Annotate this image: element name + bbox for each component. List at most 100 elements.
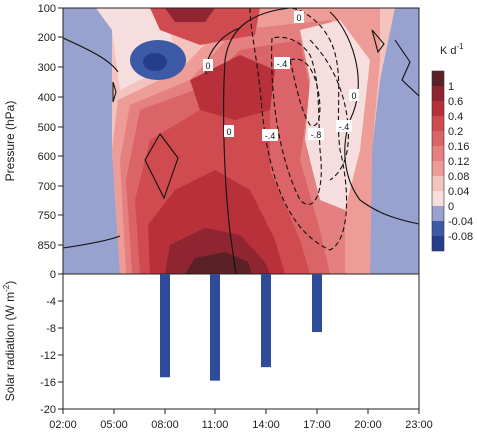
colorbar-tick-label: 0.04 bbox=[448, 186, 469, 198]
contour-label-text: 0 bbox=[226, 127, 231, 137]
pressure-tick-label: 850 bbox=[38, 240, 56, 252]
contour-label-text: -.4 bbox=[277, 59, 288, 69]
time-tick: 11:00 bbox=[202, 409, 229, 431]
time-tick-label: 14:00 bbox=[252, 419, 280, 431]
contour-zero-small bbox=[112, 81, 117, 103]
time-tick: 23:00 bbox=[405, 409, 433, 431]
solar-tick: -4 bbox=[46, 296, 63, 308]
contour-zero-main bbox=[223, 8, 291, 274]
solar-bar bbox=[312, 274, 322, 333]
solar-axis-label-main: Solar radiation (W m bbox=[3, 292, 17, 401]
colorbar-swatch bbox=[432, 191, 444, 206]
pressure-tick: 850 bbox=[38, 240, 63, 252]
contour-labels: 0 0 0 -.4 -.4 -.8 bbox=[203, 11, 359, 141]
colorbar-swatch bbox=[432, 221, 444, 236]
time-tick-label: 11:00 bbox=[202, 419, 229, 431]
pressure-tick: 200 bbox=[38, 32, 63, 44]
colorbar-tick-label: 0.6 bbox=[448, 96, 463, 108]
colorbar-frame bbox=[431, 70, 445, 252]
colorbar-tick-label: -0.08 bbox=[448, 231, 473, 243]
colorbar-swatch bbox=[432, 71, 444, 86]
contour-label: -.8 bbox=[308, 128, 324, 140]
pressure-tick: 700 bbox=[38, 181, 63, 193]
time-tick: 05:00 bbox=[100, 409, 128, 431]
solar-tick-label: -8 bbox=[46, 323, 56, 335]
pressure-tick-label: 100 bbox=[38, 3, 56, 15]
solar-panel-frame bbox=[62, 273, 420, 410]
contour-label-text: 0 bbox=[351, 91, 356, 101]
solar-tick-label: -20 bbox=[40, 404, 56, 416]
contour-label: 0 bbox=[224, 125, 234, 137]
contour-label-text: 0 bbox=[296, 13, 301, 23]
pressure-tick-label: 400 bbox=[38, 92, 56, 104]
pressure-tick: 500 bbox=[38, 122, 63, 134]
field-negative-right bbox=[370, 8, 419, 274]
heating-panel: 0 0 0 -.4 -.4 -.8 bbox=[63, 8, 419, 274]
time-tick-label: 02:00 bbox=[49, 419, 77, 431]
solar-bar bbox=[261, 274, 271, 368]
contour-label: -.4 bbox=[262, 129, 278, 141]
pressure-tick: 600 bbox=[38, 151, 63, 163]
time-tick: 17:00 bbox=[303, 409, 331, 431]
colorbar-tick-label: -0.04 bbox=[448, 216, 473, 228]
contour-zero-bottom-left bbox=[63, 235, 121, 249]
pressure-tick: 400 bbox=[38, 92, 63, 104]
colorbar-swatch bbox=[432, 176, 444, 191]
pressure-tick-label: 750 bbox=[38, 210, 56, 222]
contour-label: 0 bbox=[294, 11, 304, 23]
colorbar-unit: K d-1 bbox=[440, 42, 464, 57]
pressure-axis: 100 200 300 400 500 600 700 750 850 0 bbox=[38, 3, 63, 281]
colorbar: K d-1 1 0.6 0.4 0.2 0.16 0.12 0.08 0.04 0 -0.04 -0… bbox=[431, 42, 473, 252]
time-tick-label: 23:00 bbox=[405, 419, 433, 431]
solar-tick-label: -16 bbox=[40, 377, 56, 389]
contour-label: 0 bbox=[349, 89, 359, 101]
colorbar-ticks: 1 0.6 0.4 0.2 0.16 0.12 0.08 0.04 0 -0.04 -0.08 bbox=[448, 81, 473, 243]
contour-neg-04-right bbox=[309, 39, 349, 181]
contour-neg-04-outer bbox=[249, 8, 348, 251]
time-tick-label: 05:00 bbox=[100, 419, 128, 431]
solar-axis: -4 -8 -12 -16 -20 bbox=[40, 296, 63, 416]
pressure-axis-label: Pressure (hPa) bbox=[3, 101, 17, 182]
solar-bars bbox=[160, 274, 322, 381]
colorbar-tick-label: 0.08 bbox=[448, 171, 469, 183]
contour-neg-04-inner bbox=[271, 36, 322, 205]
contour-label-text: 0 bbox=[205, 61, 210, 71]
contour-neg-08 bbox=[289, 58, 321, 127]
solar-tick-label: -12 bbox=[40, 350, 56, 362]
contour-zero-right-zig bbox=[394, 39, 419, 97]
contour-zero-right bbox=[329, 11, 419, 225]
pressure-tick-label: 600 bbox=[38, 151, 56, 163]
solar-tick: -8 bbox=[46, 323, 63, 335]
field-upper-core bbox=[165, 8, 215, 22]
colorbar-tick-label: 0.2 bbox=[448, 126, 463, 138]
pressure-tick: 750 bbox=[38, 210, 63, 222]
colorbar-tick-label: 0.16 bbox=[448, 141, 469, 153]
time-tick: 20:00 bbox=[354, 409, 382, 431]
colorbar-unit-main: K d bbox=[440, 45, 457, 57]
contour-label: -.4 bbox=[336, 120, 352, 132]
solar-panel bbox=[62, 273, 420, 410]
colorbar-swatch bbox=[432, 161, 444, 176]
solar-bar bbox=[160, 274, 170, 378]
solar-axis-label: Solar radiation (W m-2) bbox=[2, 281, 17, 402]
pressure-tick: 0 bbox=[50, 269, 63, 281]
colorbar-unit-exp: -1 bbox=[457, 42, 465, 51]
solar-tick: -16 bbox=[40, 377, 63, 389]
contour-zero-kite bbox=[144, 133, 179, 200]
solar-tick: -12 bbox=[40, 350, 63, 362]
field-cold-spot-core bbox=[143, 53, 167, 71]
solar-axis-label-exp: -2 bbox=[2, 284, 11, 292]
contour-dashed bbox=[249, 8, 349, 251]
colorbar-swatch bbox=[432, 86, 444, 101]
solar-bar bbox=[210, 274, 220, 381]
pressure-tick: 100 bbox=[38, 3, 63, 15]
contour-lines bbox=[63, 8, 419, 274]
colorbar-swatch bbox=[432, 101, 444, 116]
solar-tick: -20 bbox=[40, 404, 63, 416]
colorbar-tick-label: 1 bbox=[448, 81, 454, 93]
time-tick-label: 17:00 bbox=[303, 419, 331, 431]
contour-zero-left bbox=[63, 37, 119, 73]
contour-label-text: -.4 bbox=[265, 131, 276, 141]
contour-label-text: -.4 bbox=[339, 122, 350, 132]
